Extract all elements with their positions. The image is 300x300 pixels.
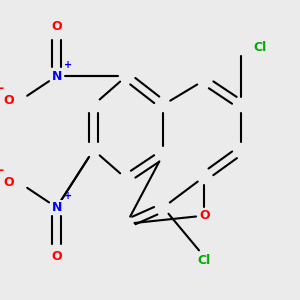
- Text: Cl: Cl: [198, 254, 211, 267]
- Text: Cl: Cl: [254, 41, 267, 54]
- Text: +: +: [64, 191, 72, 201]
- Text: O: O: [3, 94, 13, 107]
- Text: +: +: [64, 60, 72, 70]
- Text: O: O: [51, 250, 62, 263]
- Text: O: O: [51, 20, 62, 33]
- Text: N: N: [51, 70, 62, 83]
- Text: -: -: [0, 82, 4, 95]
- Text: O: O: [3, 176, 13, 189]
- Text: -: -: [0, 164, 4, 177]
- Text: O: O: [199, 209, 210, 222]
- Text: N: N: [51, 201, 62, 214]
